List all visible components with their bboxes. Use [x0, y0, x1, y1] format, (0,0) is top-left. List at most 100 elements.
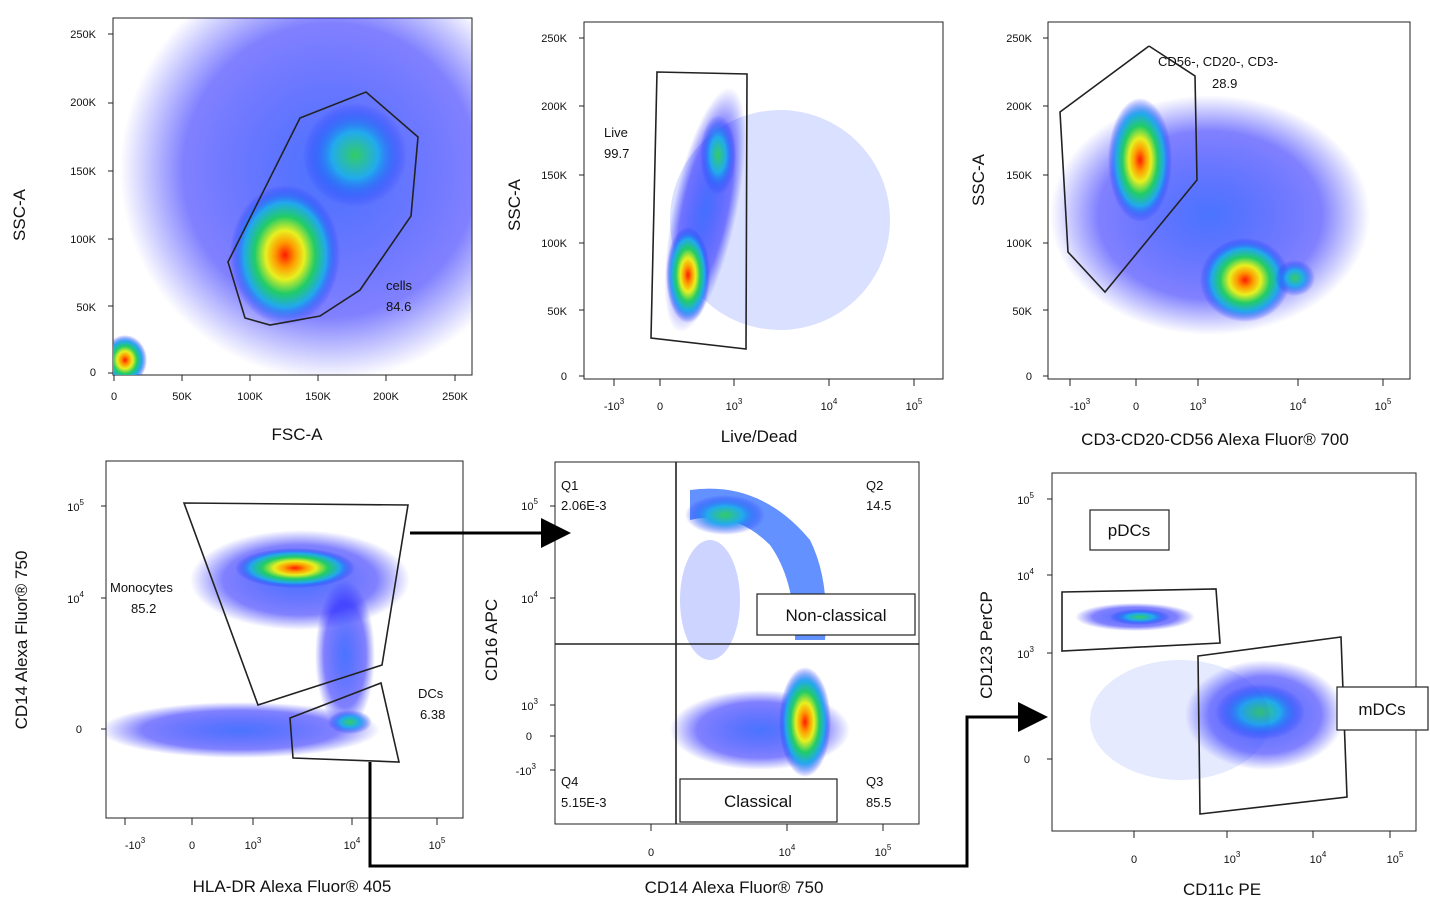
x-tick: 105 — [906, 397, 923, 413]
y-tick: 200K — [541, 101, 567, 113]
gate-label: cells — [386, 278, 413, 293]
x-tick: 50K — [172, 391, 192, 403]
box-label-mdcs: mDCs — [1358, 700, 1405, 719]
y-tick-labels: 0 103 104 105 — [1017, 491, 1034, 766]
y-tick: 0 — [526, 731, 532, 743]
x-tick: 0 — [657, 401, 663, 413]
y-tick: 200K — [1006, 101, 1032, 113]
y-tick: 0 — [1026, 371, 1032, 383]
y-tick: 50K — [76, 302, 96, 314]
x-tick: 103 — [1224, 850, 1241, 866]
x-tick: 104 — [821, 397, 838, 413]
mdc-core — [1215, 684, 1305, 740]
label-box — [1089, 509, 1170, 551]
x-tick: -103 — [125, 836, 146, 852]
plot-frame — [105, 460, 464, 819]
y-tick-labels: 0 50K 100K 150K 200K 250K — [70, 29, 96, 379]
y-tick: 100K — [1006, 238, 1032, 250]
x-tick: -103 — [604, 397, 625, 413]
quadrant-value: 5.15E-3 — [561, 795, 607, 810]
population-lin-pos-2 — [1275, 260, 1315, 296]
x-tick: 103 — [1190, 397, 1207, 413]
x-tick: 105 — [875, 843, 892, 859]
x-tick: -103 — [1070, 397, 1091, 413]
y-tick: 105 — [1017, 491, 1034, 507]
y-tick: 50K — [547, 306, 567, 318]
panel-cd11c-cd123: pDCs mDCs 0 103 104 105 0 103 104 105 CD… — [977, 472, 1429, 899]
x-tick: 250K — [442, 391, 468, 403]
pdc-core — [1110, 609, 1170, 625]
y-tick: 150K — [70, 166, 96, 178]
quadrant-label: Q4 — [561, 774, 578, 789]
y-tick: 0 — [561, 371, 567, 383]
population-main — [230, 185, 340, 325]
x-tick: 0 — [1133, 401, 1139, 413]
gate-value: 28.9 — [1212, 76, 1237, 91]
y-axis-label: SSC-A — [505, 178, 524, 231]
gate-pdcs — [1061, 588, 1221, 652]
y-tick: 250K — [70, 29, 96, 41]
population-lymph — [666, 227, 710, 323]
y-tick: 0 — [1024, 754, 1030, 766]
y-tick: 150K — [1006, 170, 1032, 182]
label-box — [679, 778, 838, 823]
scatter-haze — [1090, 660, 1270, 780]
density-cloud — [664, 87, 890, 333]
y-tick-labels: 0 50K 100K 150K 200K 250K — [1006, 33, 1032, 383]
x-tick: 150K — [305, 391, 331, 403]
y-tick: 100K — [541, 238, 567, 250]
label-box — [756, 593, 916, 636]
y-axis-label: CD16 APC — [482, 599, 501, 681]
label-box — [1336, 686, 1429, 731]
quadrant-value: 2.06E-3 — [561, 498, 607, 513]
gate-cells — [227, 91, 419, 326]
arrow-dcs-to-cd123 — [368, 702, 1048, 868]
x-tick: 104 — [1290, 397, 1307, 413]
box-label-classical: Classical — [724, 792, 792, 811]
y-tick: 200K — [70, 97, 96, 109]
nonclassical-core — [685, 495, 765, 535]
box-label-nonclassical: Non-classical — [785, 606, 886, 625]
x-tick: 0 — [189, 840, 195, 852]
density-cloud — [1050, 95, 1370, 335]
gate-value: 99.7 — [604, 146, 629, 161]
y-tick: 250K — [1006, 33, 1032, 45]
y-tick: 103 — [1017, 645, 1034, 661]
gate-dcs — [289, 681, 401, 763]
y-tick: 50K — [1012, 306, 1032, 318]
y-tick: 103 — [521, 697, 538, 713]
density-cloud — [106, 530, 410, 758]
y-tick: 104 — [67, 590, 84, 606]
panel-live-dead: Live 99.7 0 50K 100K 150K 200K 250K -103… — [505, 21, 944, 446]
x-tick: 104 — [779, 843, 796, 859]
x-tick-labels: 0 50K 100K 150K 200K 250K — [111, 391, 469, 403]
quadrant-value: 14.5 — [866, 498, 891, 513]
y-tick-labels: 0 50K 100K 150K 200K 250K — [541, 33, 567, 383]
x-tick: 100K — [237, 391, 263, 403]
box-label-pdcs: pDCs — [1108, 521, 1151, 540]
dc-core — [328, 710, 372, 734]
monocyte-core — [235, 548, 355, 588]
x-axis-label: FSC-A — [272, 425, 324, 444]
debris — [113, 335, 147, 375]
x-axis-label: CD14 Alexa Fluor® 750 — [645, 878, 824, 897]
stream — [315, 580, 375, 730]
x-tick: 105 — [1375, 397, 1392, 413]
y-tick: 104 — [521, 590, 538, 606]
x-axis-label: Live/Dead — [721, 427, 798, 446]
x-tick: 104 — [1310, 850, 1327, 866]
quadrant-label: Q1 — [561, 478, 578, 493]
panel-lineage: CD56-, CD20-, CD3- 28.9 0 50K 100K 150K … — [969, 21, 1411, 449]
gate-live — [650, 71, 748, 350]
y-tick: 0 — [76, 724, 82, 736]
plot-frame — [583, 21, 944, 380]
gate-value: 6.38 — [420, 707, 445, 722]
x-tick-labels: 0 103 104 105 — [1131, 850, 1404, 866]
x-tick: 0 — [111, 391, 117, 403]
y-tick: 105 — [67, 498, 84, 514]
x-tick: 0 — [1131, 854, 1137, 866]
y-tick: 250K — [541, 33, 567, 45]
gate-label: Monocytes — [110, 580, 173, 595]
y-tick: 105 — [521, 497, 538, 513]
gate-value: 84.6 — [386, 299, 411, 314]
